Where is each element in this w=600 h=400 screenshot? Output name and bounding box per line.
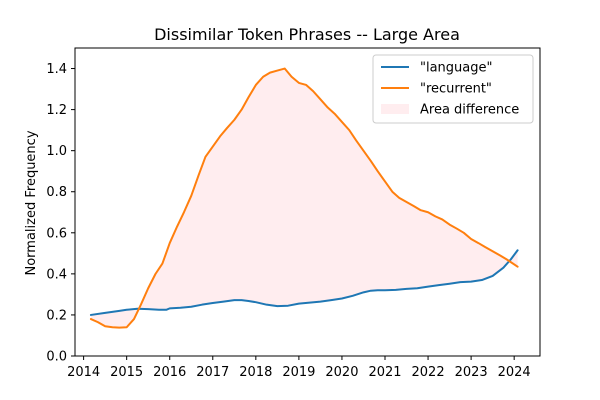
y-tick-label: 1.2 bbox=[46, 103, 67, 118]
x-tick-label: 2020 bbox=[325, 365, 358, 380]
axes-frame bbox=[74, 47, 541, 357]
x-tick-label: 2022 bbox=[412, 365, 445, 380]
x-tick-label: 2018 bbox=[239, 365, 272, 380]
legend-label-language: "language" bbox=[420, 61, 492, 76]
x-tick-label: 2017 bbox=[196, 365, 229, 380]
y-tick-label: 0.0 bbox=[46, 350, 67, 365]
y-tick-label: 0.6 bbox=[46, 226, 67, 241]
legend-label-recurrent: "recurrent" bbox=[420, 82, 492, 97]
legend-swatch-area-difference bbox=[381, 104, 409, 114]
chart-title: Dissimilar Token Phrases -- Large Area bbox=[154, 25, 460, 44]
y-tick-label: 1.4 bbox=[46, 62, 67, 77]
legend-box bbox=[372, 54, 534, 124]
y-tick-label: 1.0 bbox=[46, 144, 67, 159]
x-tick-label: 2024 bbox=[498, 365, 531, 380]
y-axis-label: Normalized Frequency bbox=[24, 130, 39, 275]
x-tick-label: 2023 bbox=[455, 365, 488, 380]
plot-area bbox=[89, 67, 519, 329]
legend: "language" "recurrent" Area difference bbox=[372, 54, 534, 124]
axes: 2014 2015 2016 2017 2018 2019 2020 2021 2022 2023… bbox=[46, 47, 541, 380]
y-tick-label: 0.8 bbox=[46, 185, 67, 200]
x-tick-label: 2019 bbox=[282, 365, 315, 380]
x-tick-label: 2015 bbox=[110, 365, 143, 380]
series-line-recurrent bbox=[89, 67, 519, 329]
series-line-language bbox=[89, 249, 519, 316]
x-tick-label: 2021 bbox=[368, 365, 401, 380]
x-tick-label: 2014 bbox=[67, 365, 100, 380]
x-tick-label: 2016 bbox=[153, 365, 186, 380]
legend-label-area-difference: Area difference bbox=[420, 103, 519, 118]
y-tick-label: 0.2 bbox=[46, 308, 67, 323]
y-tick-label: 0.4 bbox=[46, 267, 67, 282]
area-difference-fill bbox=[90, 68, 518, 328]
